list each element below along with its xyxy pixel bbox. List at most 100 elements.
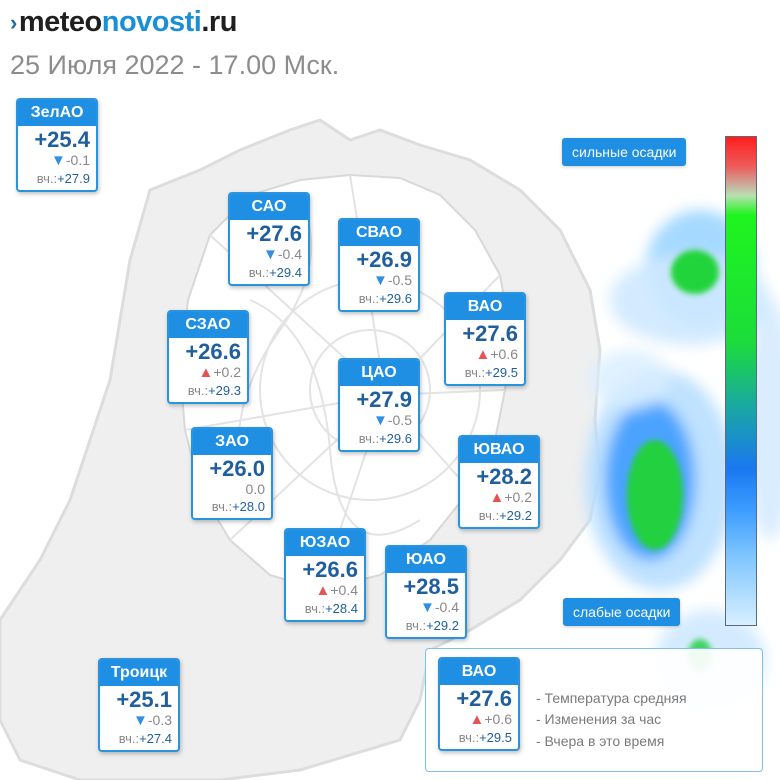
scale-low-label: слабые осадки xyxy=(563,598,681,626)
legend-line-yesterday: - Вчера в это время xyxy=(536,733,665,749)
hourly-change-value: 0.0 xyxy=(245,481,265,497)
hourly-change: ▲+0.4 xyxy=(286,582,364,599)
yesterday-temperature: вч.:+29.5 xyxy=(440,728,518,749)
district-name: ЮВАО xyxy=(460,437,538,463)
district-name: Троицк xyxy=(100,660,178,686)
hourly-change: ▲+0.6 xyxy=(446,346,524,363)
hourly-change-value: -0.5 xyxy=(387,272,412,288)
district-name: ЮАО xyxy=(387,547,465,573)
district-name: ВАО xyxy=(446,294,524,320)
district-card: ЗАО +26.0 0.0 вч.:+28.0 xyxy=(191,427,273,520)
hourly-change-value: +0.6 xyxy=(490,346,518,362)
yesterday-prefix: вч.: xyxy=(464,365,486,380)
district-card: СВАО +26.9 ▼-0.5 вч.:+29.6 xyxy=(338,218,420,312)
yesterday-value: +29.2 xyxy=(426,618,459,633)
yesterday-value: +28.4 xyxy=(325,601,358,616)
hourly-change: 0.0 xyxy=(193,481,271,497)
hourly-change: ▲+0.6 xyxy=(440,711,518,728)
triangle-up-icon: ▲ xyxy=(198,364,214,381)
hourly-change-value: -0.4 xyxy=(277,246,302,262)
district-name: СЗАО xyxy=(169,312,247,338)
triangle-up-icon: ▲ xyxy=(315,582,331,599)
hourly-change-value: +0.2 xyxy=(504,489,532,505)
yesterday-prefix: вч.: xyxy=(118,731,140,746)
district-card: СЗАО +26.6 ▲+0.2 вч.:+29.3 xyxy=(167,310,249,404)
brand-part-domain: .ru xyxy=(201,6,237,38)
district-name: ВАО xyxy=(440,659,518,685)
district-card: ЮЗАО +26.6 ▲+0.4 вч.:+28.4 xyxy=(284,528,366,622)
brand-part-meteo: meteo xyxy=(18,6,102,38)
legend-line-hourly-change: - Изменения за час xyxy=(536,711,662,727)
yesterday-temperature: вч.:+29.2 xyxy=(387,616,465,637)
yesterday-value: +29.6 xyxy=(379,431,412,446)
hourly-change: ▲+0.2 xyxy=(169,364,247,381)
triangle-down-icon: ▼ xyxy=(420,599,435,616)
triangle-up-icon: ▲ xyxy=(469,711,485,728)
date-time-subtitle: 25 Июля 2022 - 17.00 Мск. xyxy=(10,50,340,80)
district-card: Троицк +25.1 ▼-0.3 вч.:+27.4 xyxy=(98,658,180,752)
average-temperature: +26.6 xyxy=(302,557,358,582)
yesterday-prefix: вч.: xyxy=(358,431,380,446)
hourly-change-value: -0.1 xyxy=(65,152,90,168)
triangle-down-icon: ▼ xyxy=(373,272,388,289)
legend-sample-card: ВАО +27.6 ▲+0.6 вч.:+29.5 xyxy=(438,657,520,751)
triangle-down-icon: ▼ xyxy=(51,152,66,169)
yesterday-temperature: вч.:+29.5 xyxy=(446,363,524,384)
average-temperature: +26.0 xyxy=(209,456,265,481)
yesterday-temperature: вч.:+28.0 xyxy=(193,497,271,518)
yesterday-value: +29.2 xyxy=(499,508,532,523)
triangle-up-icon: ▲ xyxy=(489,489,505,506)
yesterday-value: +27.9 xyxy=(57,171,90,186)
hourly-change-value: +0.4 xyxy=(330,582,358,598)
hourly-change-value: -0.4 xyxy=(434,599,459,615)
hourly-change: ▼-0.5 xyxy=(340,412,418,429)
yesterday-value: +29.5 xyxy=(485,365,518,380)
district-name: СВАО xyxy=(340,220,418,246)
yesterday-prefix: вч.: xyxy=(405,618,427,633)
triangle-down-icon: ▼ xyxy=(133,712,148,729)
yesterday-prefix: вч.: xyxy=(304,601,326,616)
yesterday-temperature: вч.:+29.6 xyxy=(340,289,418,310)
hourly-change: ▼-0.1 xyxy=(18,152,96,169)
district-card: САО +27.6 ▼-0.4 вч.:+29.4 xyxy=(228,192,310,286)
scale-high-label: сильные осадки xyxy=(562,138,687,166)
yesterday-prefix: вч.: xyxy=(36,171,58,186)
yesterday-temperature: вч.:+27.9 xyxy=(18,169,96,190)
yesterday-temperature: вч.:+29.6 xyxy=(340,429,418,450)
hourly-change-value: +0.6 xyxy=(484,711,512,727)
average-temperature: +26.6 xyxy=(185,339,241,364)
hourly-change: ▼-0.3 xyxy=(100,712,178,729)
yesterday-value: +29.3 xyxy=(208,383,241,398)
district-name: ЗелАО xyxy=(18,100,96,126)
yesterday-prefix: вч.: xyxy=(248,265,270,280)
average-temperature: +28.5 xyxy=(403,574,459,599)
yesterday-prefix: вч.: xyxy=(458,730,480,745)
yesterday-value: +27.4 xyxy=(139,731,172,746)
district-card: ЮАО +28.5 ▼-0.4 вч.:+29.2 xyxy=(385,545,467,639)
average-temperature: +26.9 xyxy=(356,247,412,272)
hourly-change-value: +0.2 xyxy=(213,364,241,380)
district-card: ЗелАО +25.4 ▼-0.1 вч.:+27.9 xyxy=(16,98,98,192)
legend-line-average: - Температура средняя xyxy=(536,690,687,706)
average-temperature: +27.6 xyxy=(246,221,302,246)
yesterday-value: +29.4 xyxy=(269,265,302,280)
triangle-down-icon: ▼ xyxy=(373,412,388,429)
district-name: САО xyxy=(230,194,308,220)
yesterday-value: +28.0 xyxy=(232,499,265,514)
logo-mark-icon: › xyxy=(10,9,17,35)
average-temperature: +28.2 xyxy=(476,464,532,489)
triangle-down-icon: ▼ xyxy=(263,246,278,263)
brand-part-novosti: novosti xyxy=(101,6,202,38)
hourly-change: ▼-0.4 xyxy=(230,246,308,263)
yesterday-prefix: вч.: xyxy=(478,508,500,523)
yesterday-prefix: вч.: xyxy=(187,383,209,398)
precipitation-scale-bar xyxy=(725,136,757,626)
yesterday-temperature: вч.:+29.3 xyxy=(169,381,247,402)
yesterday-temperature: вч.:+27.4 xyxy=(100,729,178,750)
yesterday-value: +29.5 xyxy=(479,730,512,745)
yesterday-prefix: вч.: xyxy=(211,499,233,514)
yesterday-temperature: вч.:+29.4 xyxy=(230,263,308,284)
district-card: ВАО +27.6 ▲+0.6 вч.:+29.5 xyxy=(444,292,526,386)
hourly-change: ▼-0.5 xyxy=(340,272,418,289)
average-temperature: +25.1 xyxy=(116,687,172,712)
